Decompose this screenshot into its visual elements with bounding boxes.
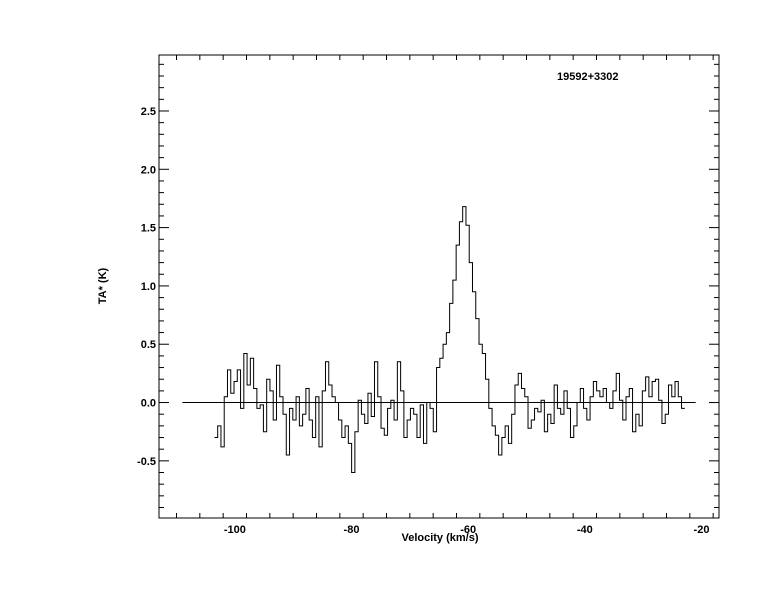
x-tick-label: -80 bbox=[344, 524, 360, 536]
y-tick-label: -0.5 bbox=[137, 456, 156, 468]
y-tick-label: 1.0 bbox=[141, 281, 156, 293]
spectrum-series-line bbox=[214, 206, 685, 474]
series-group bbox=[214, 206, 685, 474]
source-annotation: 19592+3302 bbox=[557, 71, 618, 83]
axis-tick-labels: -100 -80 -60 -40 -20 -0.5 0.0 0.5 1.0 1.5 2.0 2.5 bbox=[137, 106, 709, 536]
x-tick-label: -100 bbox=[224, 524, 246, 536]
y-tick-label: 2.5 bbox=[141, 106, 156, 118]
y-tick-label: 1.5 bbox=[141, 223, 156, 235]
axis-ticks bbox=[159, 55, 719, 518]
plot-frame bbox=[158, 54, 720, 519]
x-tick-label: -40 bbox=[577, 524, 593, 536]
y-tick-label: 2.0 bbox=[141, 164, 156, 176]
x-tick-label: -60 bbox=[460, 524, 476, 536]
y-axis-label: TA* (K) bbox=[97, 267, 109, 304]
x-axis-label: Velocity (km/s) bbox=[401, 532, 478, 544]
y-tick-label: 0.0 bbox=[141, 398, 156, 410]
x-tick-label: -20 bbox=[694, 524, 710, 536]
y-tick-label: 0.5 bbox=[141, 339, 156, 351]
